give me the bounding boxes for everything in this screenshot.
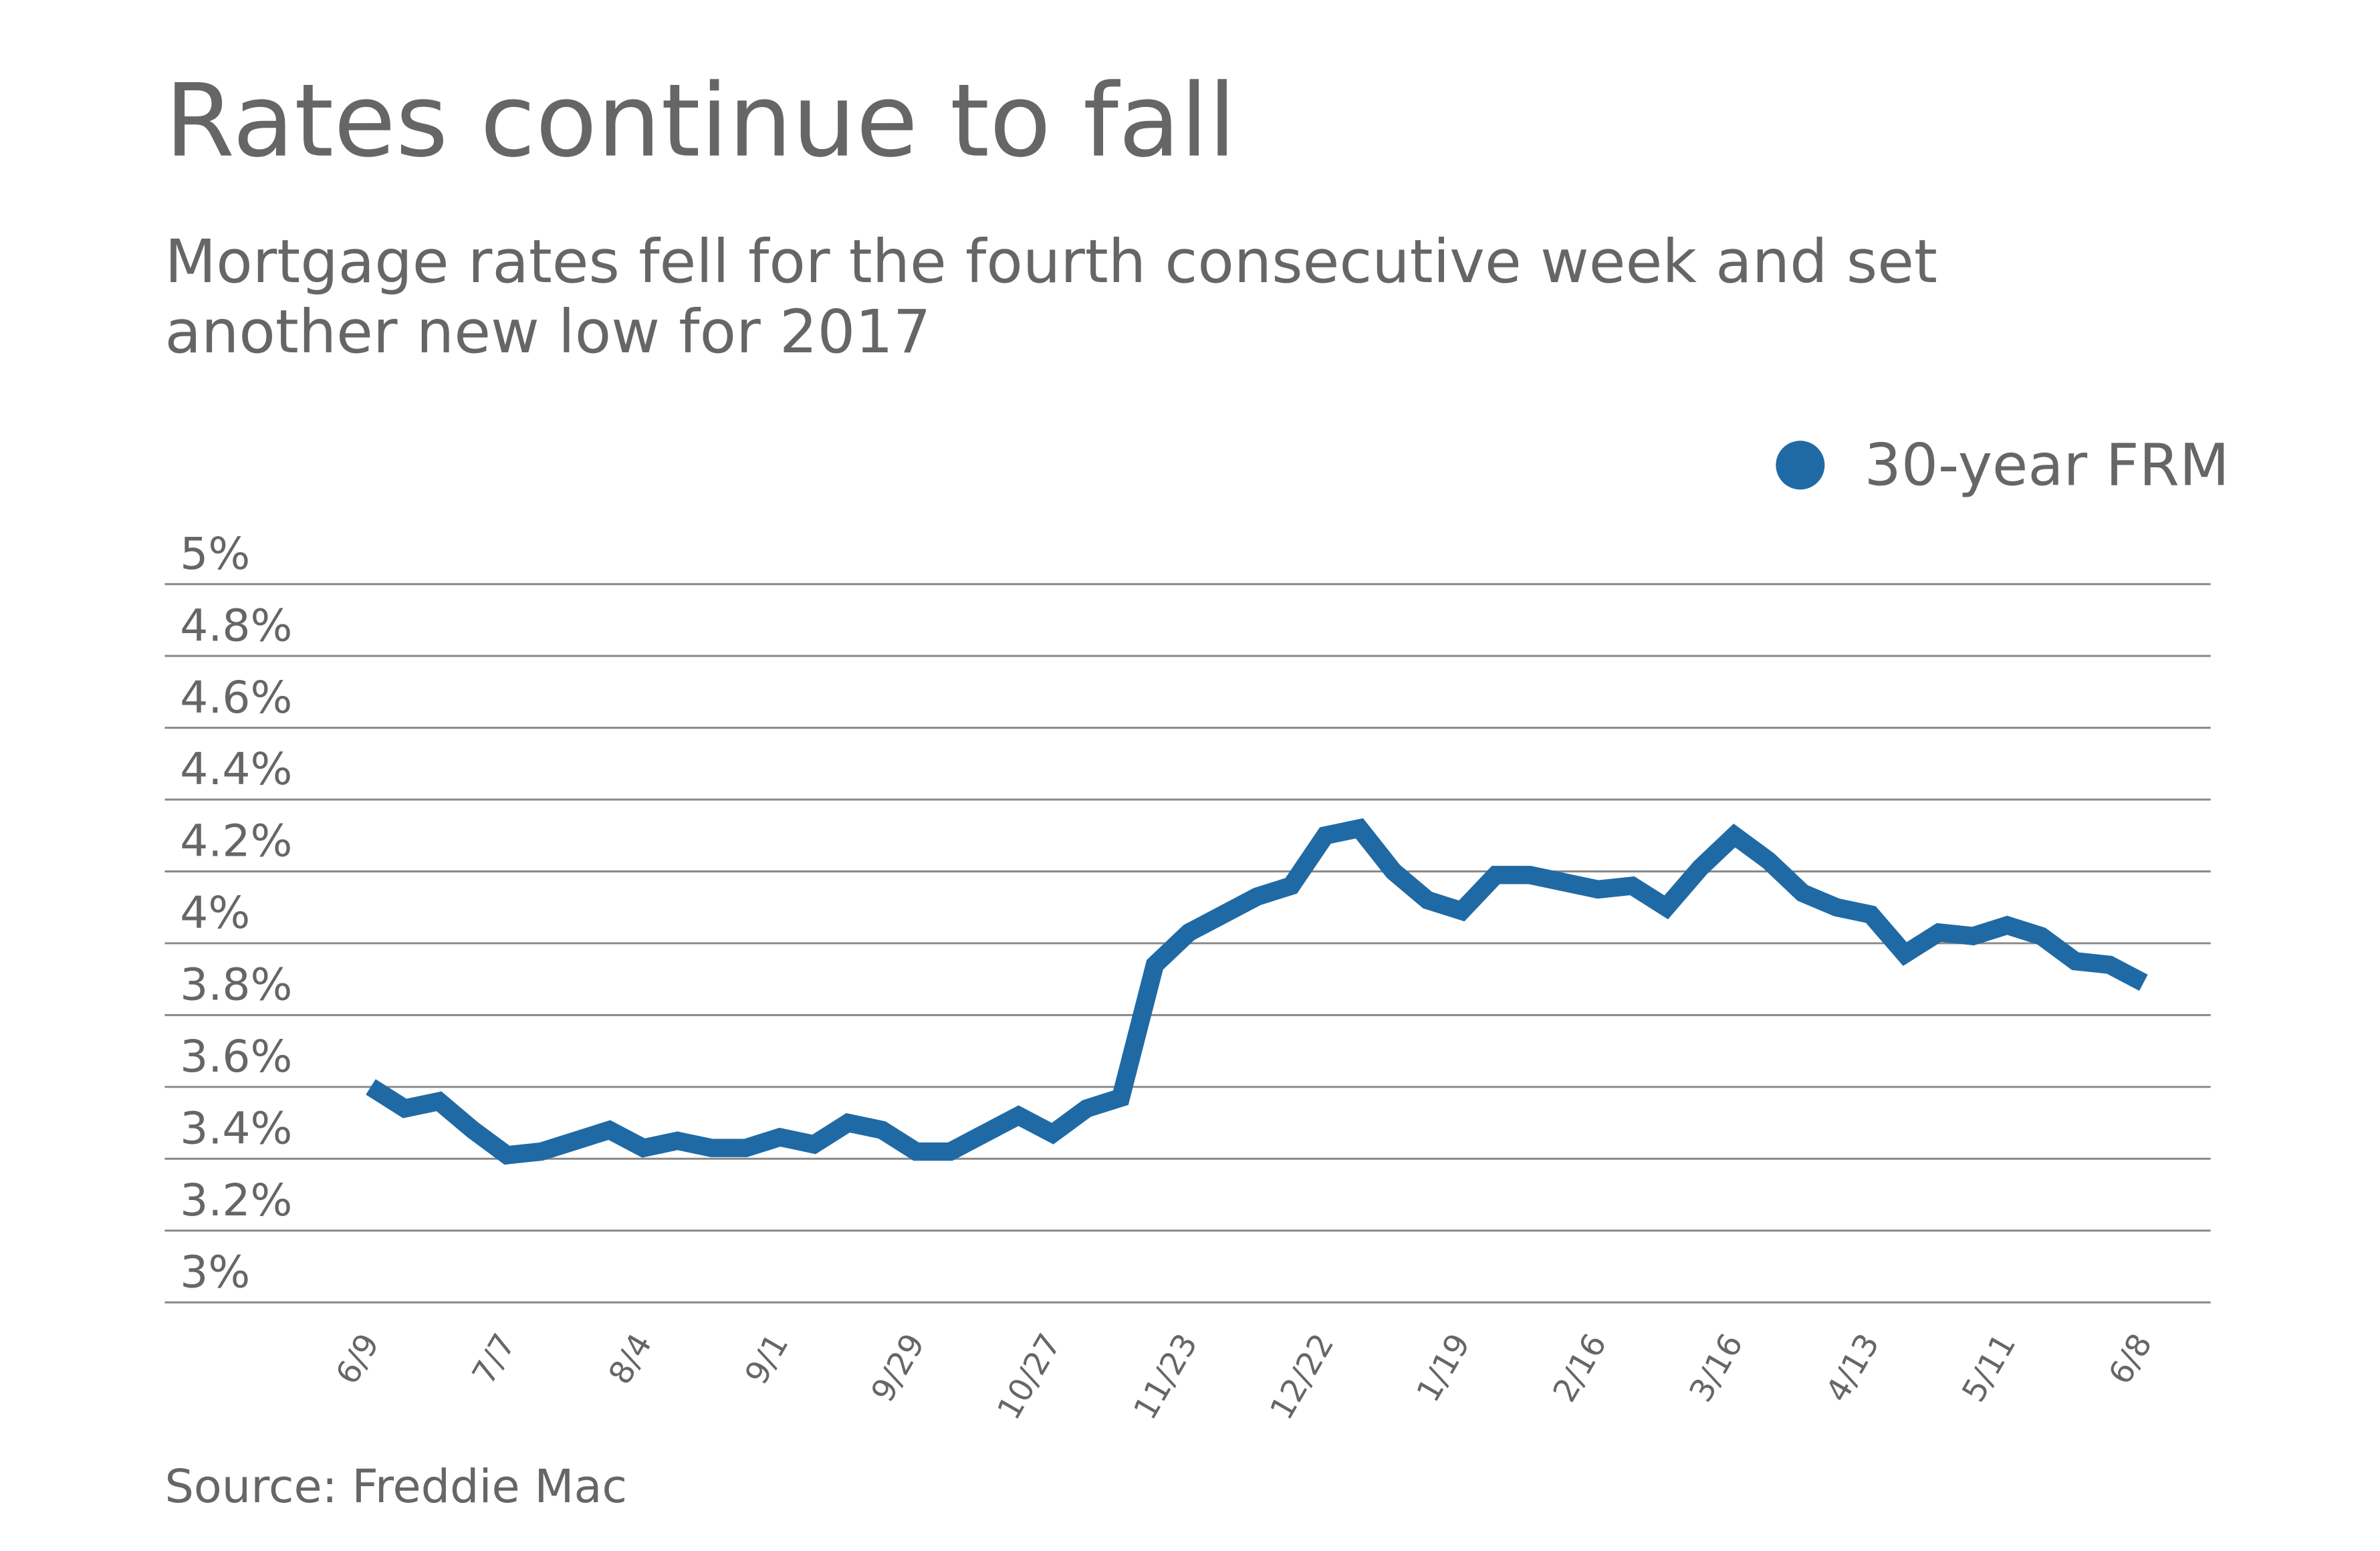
legend-label: 30-year FRM <box>1865 432 2230 499</box>
x-tick-label: 4/13 <box>1819 1328 1887 1409</box>
source-note: Source: Freddie Mac <box>164 1461 628 1515</box>
y-tick-label: 4.8% <box>180 600 292 651</box>
x-tick-label: 1/19 <box>1410 1328 1477 1409</box>
chart-title: Rates continue to fall <box>164 62 1237 181</box>
x-tick-label: 7/7 <box>465 1328 523 1391</box>
x-tick-label: 11/23 <box>1127 1328 1205 1426</box>
y-tick-label: 4.4% <box>180 743 292 795</box>
x-tick-label: 2/16 <box>1546 1328 1614 1409</box>
y-tick-label: 3.6% <box>180 1031 292 1082</box>
x-tick-label: 8/4 <box>602 1328 659 1391</box>
chart-subtitle: Mortgage rates fell for the fourth conse… <box>164 229 1937 368</box>
y-tick-label: 3.2% <box>180 1175 292 1226</box>
y-tick-label: 3.4% <box>180 1102 292 1154</box>
y-tick-label: 5% <box>180 528 250 580</box>
x-tick-label: 6/8 <box>2102 1328 2159 1391</box>
data-line <box>366 818 2148 1165</box>
x-tick-label: 12/22 <box>1264 1328 1342 1426</box>
y-tick-label: 3% <box>180 1246 250 1298</box>
x-tick-label: 9/1 <box>738 1328 796 1391</box>
legend-marker <box>1776 441 1825 490</box>
y-tick-label: 4.6% <box>180 672 292 723</box>
y-tick-label: 4.2% <box>180 816 292 867</box>
y-tick-label: 3.8% <box>180 959 292 1011</box>
x-tick-label: 10/27 <box>991 1328 1069 1426</box>
y-tick-label: 4% <box>180 887 250 939</box>
x-tick-label: 5/11 <box>1955 1328 2023 1409</box>
x-tick-label: 6/9 <box>329 1328 386 1391</box>
x-tick-label: 9/29 <box>864 1328 932 1409</box>
x-tick-label: 3/16 <box>1683 1328 1750 1409</box>
